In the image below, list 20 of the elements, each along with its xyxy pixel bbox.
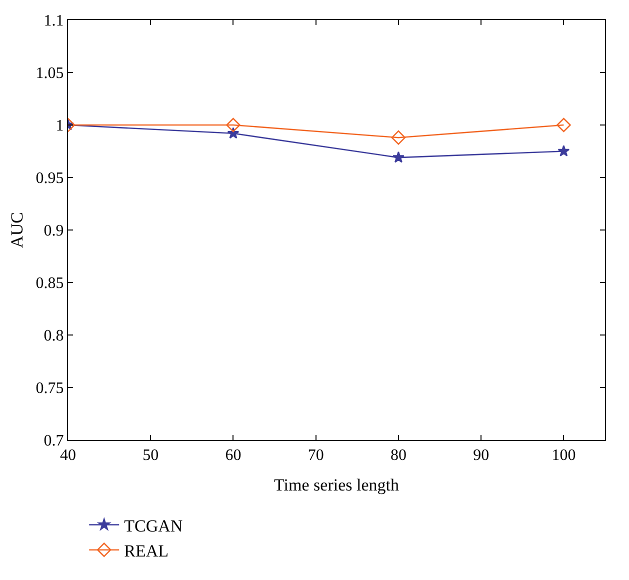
y-tick-label: 1	[56, 118, 64, 135]
x-tick-label: 100	[552, 447, 576, 464]
legend-label: REAL	[124, 541, 168, 560]
y-tick-label: 0.85	[36, 275, 64, 292]
x-tick-label: 40	[60, 447, 76, 464]
x-tick-label: 80	[390, 447, 406, 464]
x-tick-label: 90	[473, 447, 490, 464]
x-axis-title: Time series length	[274, 476, 400, 495]
y-tick-label: 0.95	[36, 170, 64, 188]
y-tick-label: 0.9	[44, 222, 64, 240]
y-tick-label: 1.05	[36, 65, 64, 82]
y-tick-label: 0.8	[44, 328, 64, 345]
legend-label: TCGAN	[124, 516, 183, 536]
y-tick-label: 0.75	[36, 380, 64, 398]
x-tick-label: 50	[142, 447, 159, 464]
y-axis-title: AUC	[7, 212, 26, 248]
x-tick-label: 60	[225, 447, 242, 464]
x-tick-label: 70	[308, 447, 324, 464]
y-tick-label: 0.7	[44, 432, 64, 450]
y-tick-label: 1.1	[44, 12, 64, 30]
